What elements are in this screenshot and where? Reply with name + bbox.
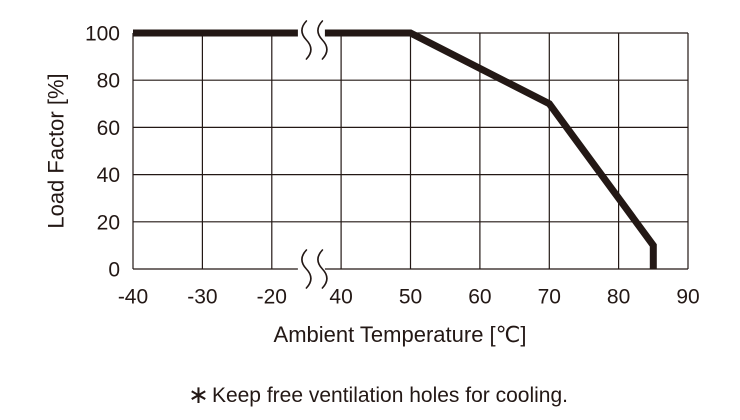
x-tick-label: 40 xyxy=(329,286,352,309)
y-tick-label: 80 xyxy=(97,70,120,93)
x-tick-label: 60 xyxy=(468,286,491,309)
grid-layer xyxy=(132,32,689,270)
axis-break-squiggle xyxy=(301,249,312,289)
y-tick-label: 40 xyxy=(97,164,120,187)
y-tick-label: 0 xyxy=(108,259,120,282)
x-tick-label: 50 xyxy=(399,286,422,309)
tick-label-layer: 0 20 40 60 80 100 -40 -30 -20 40 50 60 70 80 90 xyxy=(85,23,700,309)
axis-break-squiggle xyxy=(317,20,328,60)
x-tick-label: 80 xyxy=(607,286,630,309)
x-tick-label: 70 xyxy=(538,286,561,309)
footnote-asterisk-marker: ∗ xyxy=(188,381,209,409)
axis-break-layer xyxy=(297,16,328,289)
x-tick-label: 90 xyxy=(676,286,699,309)
y-tick-label: 60 xyxy=(97,117,120,140)
x-tick-label: -30 xyxy=(187,286,217,309)
footnote: ∗ Keep free ventilation holes for cooling… xyxy=(188,381,568,409)
series-layer xyxy=(133,29,657,269)
y-tick-label: 100 xyxy=(85,23,120,46)
y-axis-title: Load Factor [%] xyxy=(44,73,69,228)
y-tick-label: 20 xyxy=(97,211,120,234)
axis-break-squiggle xyxy=(301,20,312,60)
footnote-text: Keep free ventilation holes for cooling. xyxy=(212,384,568,407)
axis-break-squiggle xyxy=(317,249,328,289)
load-factor-vs-ambient-temperature-line xyxy=(133,29,657,269)
x-axis-title: Ambient Temperature [℃] xyxy=(274,322,527,347)
x-tick-label: -40 xyxy=(118,286,148,309)
x-tick-label: -20 xyxy=(257,286,287,309)
